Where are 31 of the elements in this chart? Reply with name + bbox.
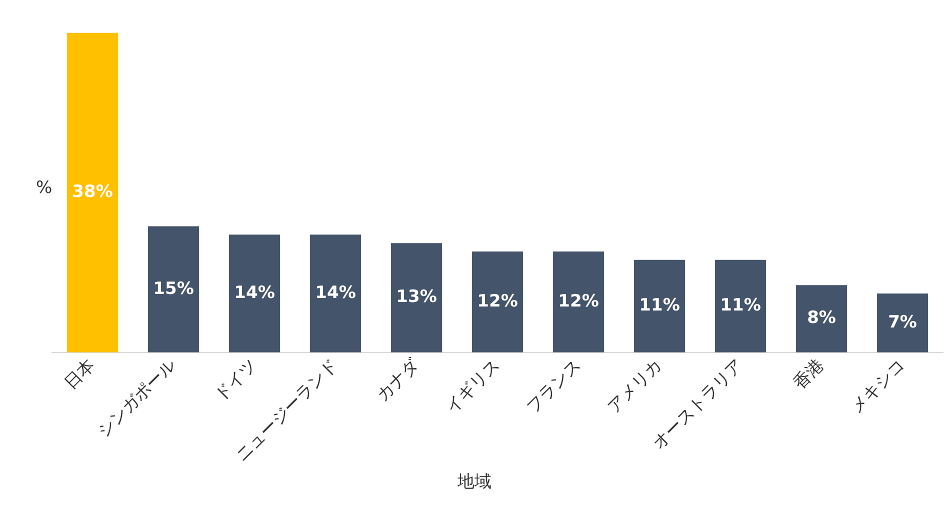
bar	[472, 251, 524, 352]
y-axis-title: %	[36, 178, 52, 198]
bar	[390, 243, 442, 352]
x-tick-label: フランス	[522, 355, 586, 418]
data-label: 38%	[72, 182, 113, 202]
bar	[148, 226, 200, 352]
data-label: 12%	[477, 291, 518, 312]
bar	[634, 260, 686, 352]
data-label: 11%	[639, 296, 680, 316]
x-tick-label: カナダ	[372, 354, 424, 406]
x-axis-title: 地域	[456, 471, 492, 493]
bar	[714, 260, 766, 352]
x-tick-label: ドイツ	[210, 355, 262, 406]
data-label: 12%	[558, 291, 599, 312]
x-tick-label: 香港	[790, 355, 828, 394]
data-label: 13%	[396, 287, 437, 308]
x-tick-label: メキシコ	[846, 355, 910, 418]
x-tick-label: イギリス	[442, 355, 504, 418]
data-label: 14%	[315, 282, 356, 303]
bar	[876, 294, 928, 352]
bar	[66, 32, 118, 352]
data-label: 7%	[888, 312, 917, 332]
data-label: 15%	[153, 278, 194, 299]
bar	[310, 234, 362, 352]
data-label: 11%	[720, 296, 761, 316]
bar	[552, 251, 604, 352]
bar	[228, 234, 280, 352]
data-label: 8%	[807, 308, 836, 328]
data-label: 14%	[234, 282, 275, 303]
x-tick-label: アメリカ	[604, 355, 666, 418]
bar	[796, 285, 848, 352]
